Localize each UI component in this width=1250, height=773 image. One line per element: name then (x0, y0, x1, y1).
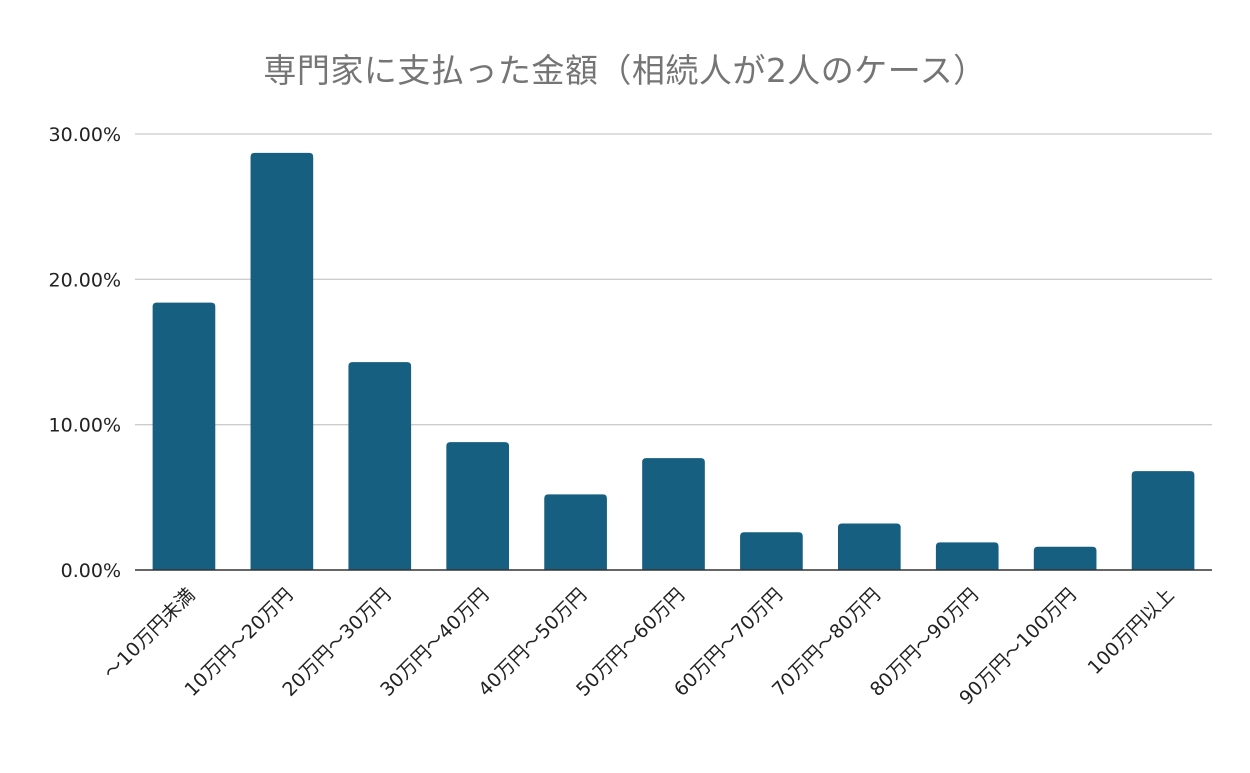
y-axis-ticks: 0.00% 10.00% 20.00% 30.00% (49, 124, 121, 582)
bar (740, 532, 803, 570)
bar (446, 442, 510, 570)
bar (250, 152, 314, 571)
y-tick-label: 10.00% (49, 415, 121, 437)
x-tick-label: ～10万円未満 (100, 584, 200, 684)
bars (152, 152, 1195, 571)
chart-title: 専門家に支払った金額（相続人が2人のケース） (263, 51, 987, 90)
bar (935, 542, 999, 570)
bar (1033, 546, 1097, 570)
x-tick-label: 100万円以上 (1084, 584, 1179, 679)
bar (544, 494, 607, 570)
bar (1131, 471, 1195, 570)
bar (642, 458, 705, 570)
grid-lines (135, 133, 1212, 426)
bar (152, 302, 216, 570)
y-tick-label: 30.00% (49, 124, 121, 146)
y-tick-label: 20.00% (49, 269, 121, 291)
bar (348, 362, 412, 570)
x-axis-labels: ～10万円未満10万円～20万円20万円～30万円30万円～40万円40万円～5… (100, 584, 1179, 709)
y-tick-label: 0.00% (61, 560, 121, 582)
bar (837, 523, 901, 570)
